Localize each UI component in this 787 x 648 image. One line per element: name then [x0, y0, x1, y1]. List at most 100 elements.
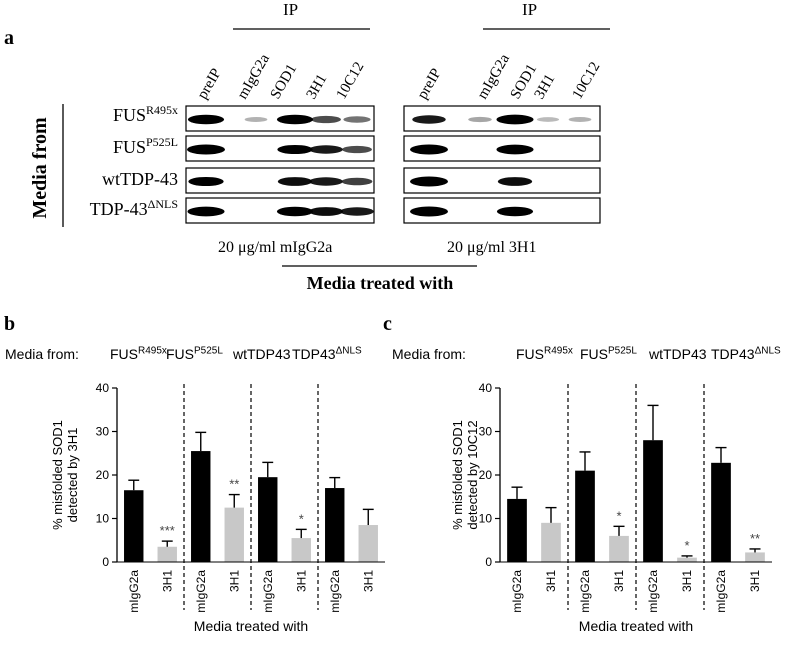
- bar-5: [677, 557, 697, 562]
- media-from-header: Media from:: [5, 346, 79, 362]
- x-tick-label-5: 3H1: [680, 570, 694, 592]
- x-tick-label-7: 3H1: [748, 570, 762, 592]
- x-tick-label-5: 3H1: [294, 570, 308, 592]
- group-label-1: FUSP525L: [580, 346, 637, 362]
- row-labels: FUSR495x FUSP525L wtTDP-43 TDP-43ΔNLS: [90, 103, 178, 219]
- bar-7: [745, 552, 765, 562]
- y-tick-label-3: 30: [96, 425, 110, 439]
- x-tick-label-4: mIgG2a: [261, 570, 275, 613]
- y-tick-label-3: 30: [479, 425, 493, 439]
- lane-label-right-0: preIP: [415, 66, 445, 102]
- significance-7: **: [750, 531, 760, 546]
- band-left-3-4: [340, 207, 374, 216]
- band-left-0-2: [276, 114, 314, 125]
- band-left-0-4: [343, 116, 371, 123]
- treated-label: Media treated with: [307, 273, 454, 293]
- y-tick-label-2: 20: [96, 468, 110, 482]
- treatment-left: 20 μg/ml mIgG2a: [218, 239, 332, 256]
- lane-label-left-0: preIP: [195, 66, 225, 102]
- band-right-1-2: [496, 144, 534, 155]
- band-left-3-3: [308, 207, 344, 216]
- bar-0: [507, 498, 527, 562]
- x-tick-label-1: 3H1: [160, 570, 174, 592]
- band-left-0-1: [244, 117, 268, 122]
- bar-3: [224, 507, 244, 562]
- panel-label-c: c: [383, 313, 392, 335]
- x-tick-label-6: mIgG2a: [714, 570, 728, 613]
- significance-3: **: [229, 477, 239, 492]
- x-tick-label-0: mIgG2a: [510, 570, 524, 613]
- row-label-0: FUSR495x: [113, 103, 178, 125]
- group-label-2: wtTDP43: [232, 346, 291, 362]
- band-right-2-2: [497, 177, 533, 186]
- band-left-1-2: [277, 144, 313, 155]
- band-left-1-3: [309, 145, 343, 154]
- band-right-0-0: [412, 115, 446, 124]
- row-label-2: wtTDP-43: [102, 169, 178, 189]
- x-tick-label-4: mIgG2a: [646, 570, 660, 613]
- y-tick-label-0: 0: [485, 555, 492, 569]
- x-tick-label-2: mIgG2a: [194, 570, 208, 613]
- blot-right-row-2: [403, 167, 601, 194]
- y-tick-label-1: 10: [96, 512, 110, 526]
- y-tick-label-4: 40: [479, 381, 493, 395]
- band-left-3-0: [187, 206, 225, 217]
- chart-c: Media from: FUSR495x FUSP525L wtTDP43 TDP43Δ…: [392, 346, 781, 634]
- x-tick-label-0: mIgG2a: [127, 570, 141, 613]
- group-label-0: FUSR495x: [516, 346, 573, 362]
- y-tick-label-4: 40: [96, 381, 110, 395]
- band-right-0-1: [468, 116, 492, 123]
- band-left-3-2: [276, 206, 314, 217]
- significance-1: ***: [160, 523, 175, 538]
- y-axis-label: % misfolded SOD1detected by 3H1: [50, 420, 80, 530]
- x-axis-label: Media treated with: [579, 618, 693, 634]
- bar-7: [358, 525, 378, 562]
- lane-label-right-4: 10C12: [570, 59, 604, 102]
- chart-b: Media from: FUSR495x FUSP525L wtTDP43 TDP43Δ…: [5, 346, 385, 634]
- x-tick-label-2: mIgG2a: [578, 570, 592, 613]
- bar-4: [258, 477, 278, 562]
- band-right-3-2: [496, 206, 534, 217]
- y-tick-label-1: 10: [479, 512, 493, 526]
- bar-4: [643, 440, 663, 562]
- significance-5: *: [299, 511, 304, 526]
- band-left-0-3: [311, 115, 341, 124]
- x-tick-label-6: mIgG2a: [328, 570, 342, 613]
- blot-right: [403, 105, 601, 224]
- y-tick-label-2: 20: [479, 468, 493, 482]
- bar-5: [291, 538, 311, 562]
- band-left-1-0: [187, 144, 225, 155]
- band-right-0-2: [496, 114, 534, 125]
- group-label-2: wtTDP43: [648, 346, 707, 362]
- band-right-0-3: [536, 117, 560, 122]
- panel-label-a: a: [4, 27, 14, 49]
- x-tick-label-7: 3H1: [361, 570, 375, 592]
- bar-1: [541, 522, 561, 562]
- group-label-0: FUSR495x: [110, 346, 167, 362]
- lane-label-left-3: 3H1: [304, 72, 331, 102]
- bar-6: [711, 462, 731, 562]
- significance-5: *: [684, 538, 689, 553]
- band-left-2-2: [277, 177, 313, 186]
- band-right-3-0: [410, 206, 448, 217]
- band-left-2-4: [341, 177, 373, 186]
- bar-6: [325, 488, 345, 562]
- group-label-3: TDP43ΔNLS: [711, 346, 781, 362]
- band-right-1-0: [410, 144, 448, 155]
- treatment-right: 20 μg/ml 3H1: [447, 239, 536, 256]
- y-tick-label-0: 0: [102, 555, 109, 569]
- row-label-1: FUSP525L: [113, 135, 178, 157]
- x-axis-label: Media treated with: [194, 618, 308, 634]
- ip-label-left: IP: [283, 0, 298, 19]
- lane-label-left-4: 10C12: [334, 59, 368, 102]
- lane-label-left-2: SOD1: [268, 62, 301, 102]
- band-left-2-0: [188, 176, 224, 187]
- media-from-label: Media from: [29, 117, 51, 219]
- group-label-3: TDP43ΔNLS: [292, 346, 362, 362]
- band-left-0-0: [187, 114, 225, 125]
- bar-2: [191, 451, 211, 562]
- x-tick-label-3: 3H1: [612, 570, 626, 592]
- band-left-1-4: [342, 145, 372, 154]
